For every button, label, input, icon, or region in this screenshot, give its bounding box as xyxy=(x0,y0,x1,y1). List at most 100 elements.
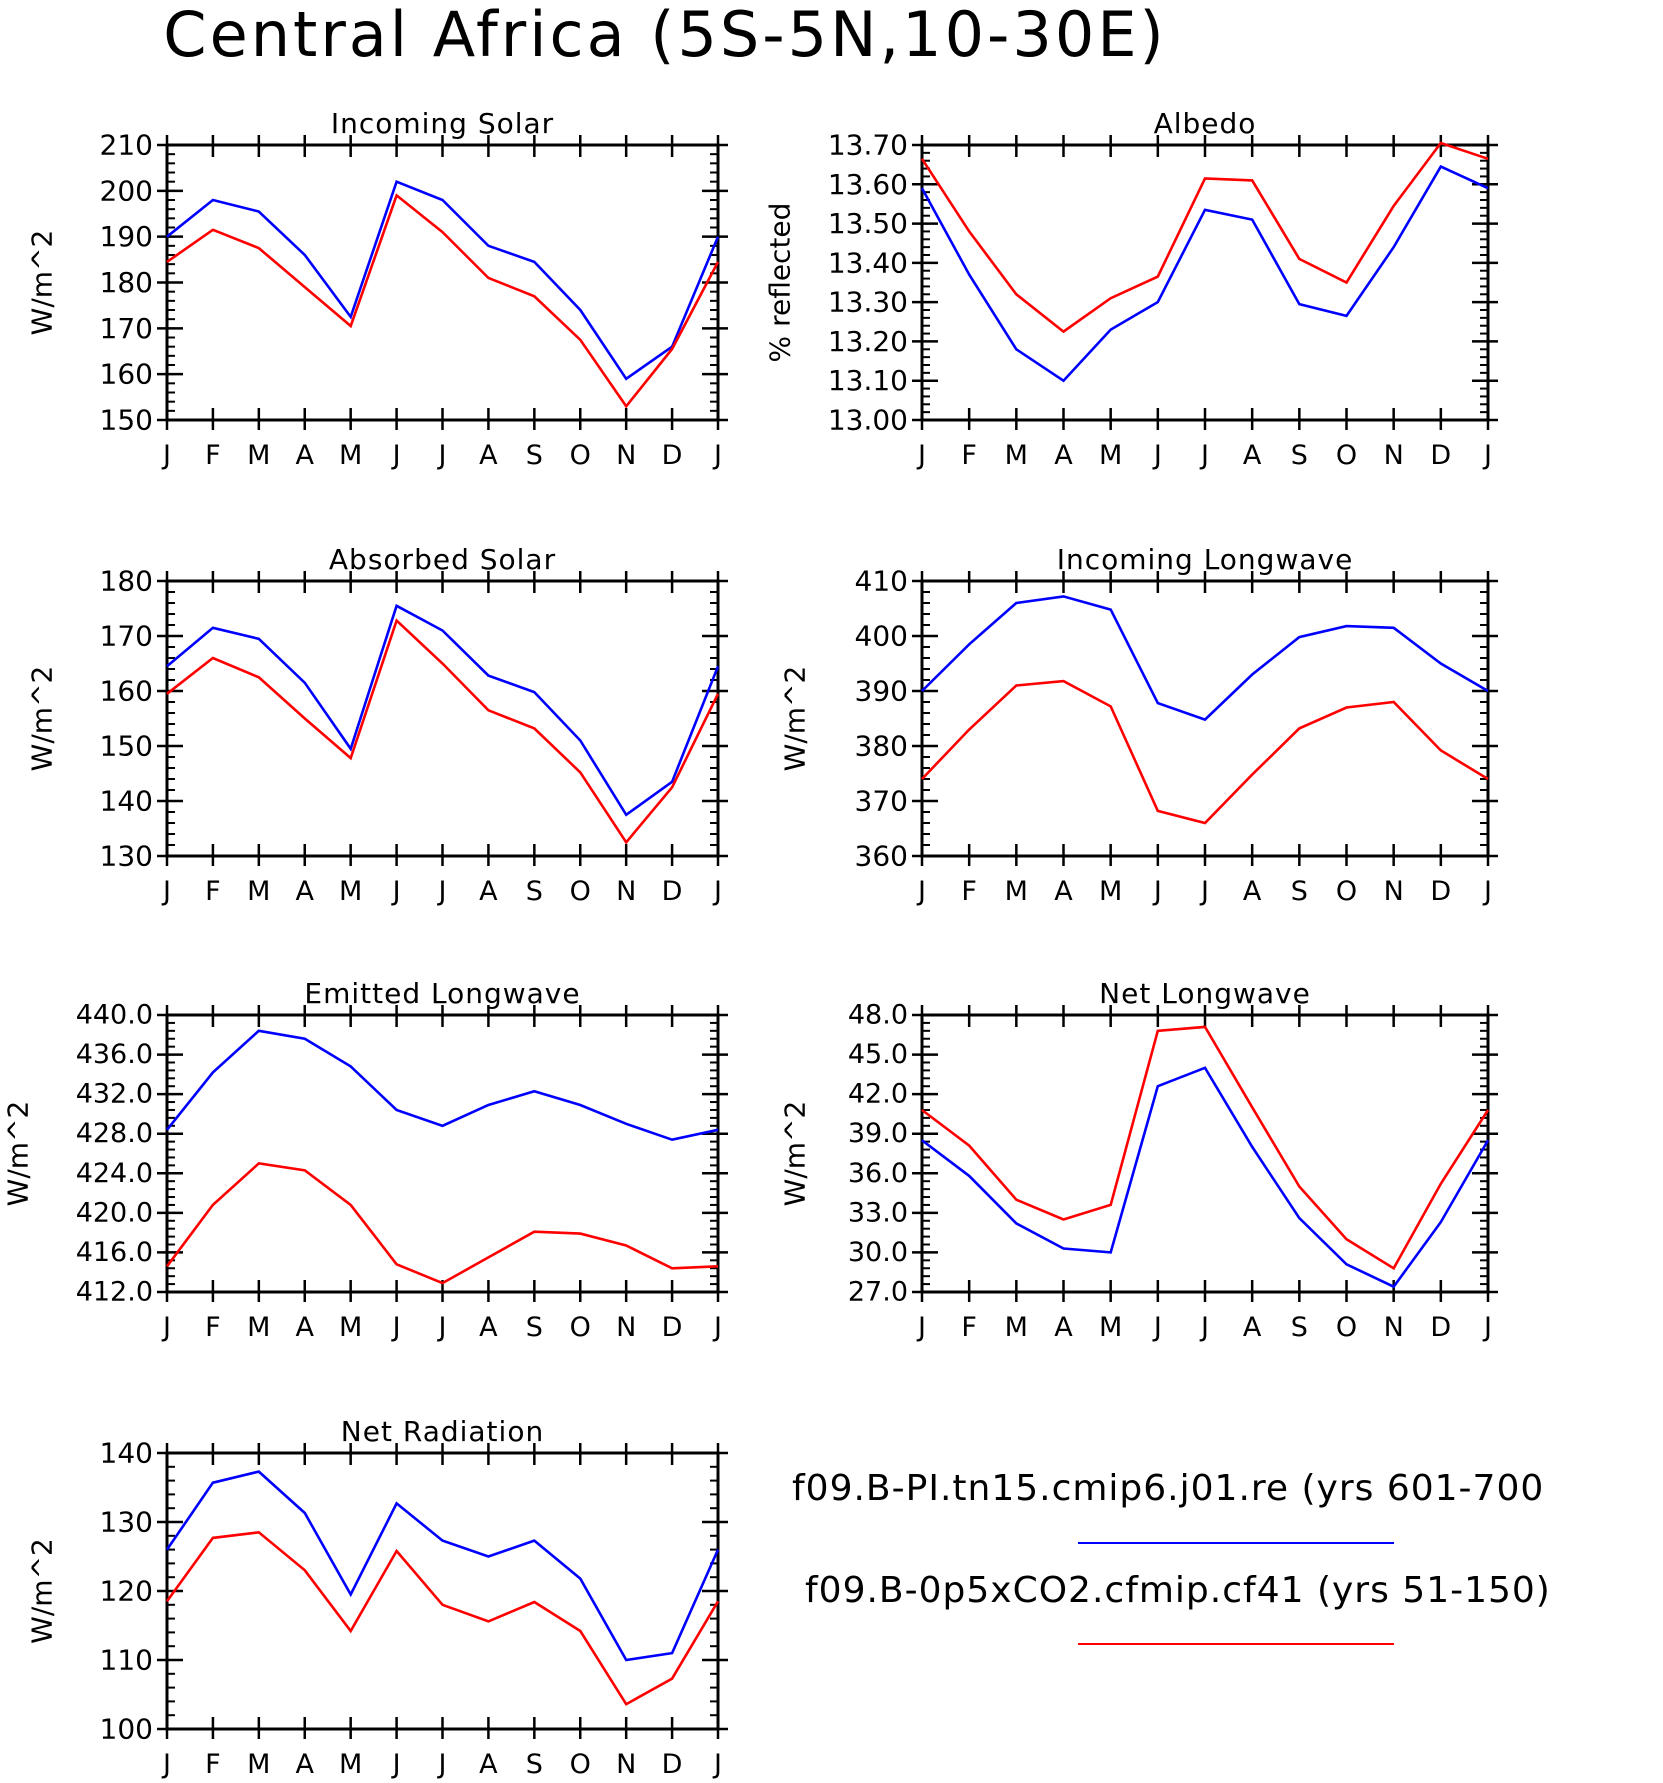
x-tick-label: O xyxy=(1336,440,1357,471)
x-tick-label: N xyxy=(616,440,636,471)
x-tick-label: J xyxy=(712,1749,722,1780)
legend-entry-0-label: f09.B-PI.tn15.cmip6.j01.re (yrs 601-700 xyxy=(792,1468,1545,1509)
x-tick-label: A xyxy=(1054,440,1073,471)
x-tick-label: M xyxy=(247,1749,270,1780)
y-tick-label: 370 xyxy=(855,785,908,818)
x-tick-label: M xyxy=(339,876,362,907)
y-tick-label: 428.0 xyxy=(76,1118,153,1149)
y-tick-label: 13.40 xyxy=(828,246,908,279)
x-tick-label: J xyxy=(1152,1312,1162,1343)
series-line-1 xyxy=(920,141,1489,334)
x-tick-label: O xyxy=(570,1312,591,1343)
y-tick-label: 13.60 xyxy=(828,168,908,201)
series-line-1 xyxy=(165,1162,719,1285)
y-tick-label: 432.0 xyxy=(76,1079,153,1110)
chart-title: Incoming Longwave xyxy=(1057,543,1354,576)
y-tick-label: 130 xyxy=(100,840,153,873)
x-tick-label: A xyxy=(1243,1312,1262,1343)
x-tick-label: J xyxy=(1152,876,1162,907)
series-line-1 xyxy=(166,618,720,845)
x-tick-label: N xyxy=(616,1312,636,1343)
x-tick-label: J xyxy=(916,876,926,907)
series-line-0 xyxy=(921,595,1489,722)
x-tick-label: M xyxy=(1099,1312,1122,1343)
x-tick-label: M xyxy=(247,1312,270,1343)
x-tick-label: M xyxy=(1005,876,1028,907)
x-tick-label: F xyxy=(961,1312,977,1343)
y-tick-label: 440.0 xyxy=(76,1000,153,1031)
legend-entry-1-line xyxy=(1078,1643,1394,1645)
legend-entry-1-label: f09.B-0p5xCO2.cfmip.cf41 (yrs 51-150) xyxy=(805,1570,1551,1611)
x-tick-label: J xyxy=(1482,876,1492,907)
chart-panel-5: Net Longwave W/m^2 27.0 30.0 33.0 36.0 39.0 42.… xyxy=(779,977,1498,1343)
x-tick-label: J xyxy=(712,1312,722,1343)
y-tick-label: 48.0 xyxy=(848,1000,908,1031)
legend-entry-0-line xyxy=(1078,1542,1394,1544)
x-tick-label: A xyxy=(296,1749,315,1780)
y-tick-label: 190 xyxy=(100,220,153,253)
x-tick-label: J xyxy=(161,1749,171,1780)
x-tick-label: M xyxy=(247,440,270,471)
y-tick-label: 180 xyxy=(100,266,153,299)
y-tick-label: 210 xyxy=(100,129,153,162)
x-tick-label: N xyxy=(1384,1312,1404,1343)
x-tick-label: M xyxy=(1005,440,1028,471)
y-axis-label: W/m^2 xyxy=(26,1538,59,1644)
x-tick-label: D xyxy=(1430,876,1451,907)
y-tick-label: 170 xyxy=(100,312,153,345)
x-tick-label: F xyxy=(205,876,221,907)
x-tick-label: S xyxy=(526,876,543,907)
x-tick-label: A xyxy=(479,1749,498,1780)
series-line-0 xyxy=(920,164,1489,383)
y-tick-label: 416.0 xyxy=(76,1237,153,1268)
x-tick-label: D xyxy=(662,1312,683,1343)
x-tick-label: J xyxy=(161,440,171,471)
x-tick-label: F xyxy=(961,876,977,907)
y-tick-label: 412.0 xyxy=(76,1277,153,1308)
y-tick-label: 390 xyxy=(855,675,908,708)
x-tick-label: A xyxy=(1243,876,1262,907)
y-tick-label: 140 xyxy=(100,785,153,818)
y-tick-label: 13.50 xyxy=(828,207,908,240)
y-tick-label: 170 xyxy=(100,620,153,653)
x-tick-label: M xyxy=(339,1749,362,1780)
x-tick-label: A xyxy=(296,1312,315,1343)
x-tick-label: J xyxy=(437,876,447,907)
x-tick-label: J xyxy=(161,876,171,907)
x-tick-label: A xyxy=(296,440,315,471)
y-tick-label: 160 xyxy=(100,675,153,708)
x-tick-label: F xyxy=(205,1312,221,1343)
x-tick-label: A xyxy=(479,876,498,907)
x-tick-label: S xyxy=(526,440,543,471)
x-tick-label: O xyxy=(570,1749,591,1780)
x-tick-label: J xyxy=(1199,876,1209,907)
x-tick-label: O xyxy=(1336,876,1357,907)
y-tick-label: 436.0 xyxy=(76,1039,153,1070)
x-tick-label: D xyxy=(662,876,683,907)
chart-title: Net Radiation xyxy=(341,1415,544,1448)
y-tick-label: 420.0 xyxy=(76,1197,153,1228)
x-tick-label: J xyxy=(916,440,926,471)
y-tick-label: 30.0 xyxy=(848,1237,908,1268)
x-tick-label: A xyxy=(1054,876,1073,907)
x-tick-label: F xyxy=(961,440,977,471)
series-line-0 xyxy=(166,603,720,817)
y-tick-label: 36.0 xyxy=(848,1158,908,1189)
chart-title: Albedo xyxy=(1154,107,1257,140)
x-tick-label: D xyxy=(662,440,683,471)
x-tick-label: J xyxy=(391,1312,401,1343)
x-tick-label: J xyxy=(161,1312,171,1343)
y-tick-label: 42.0 xyxy=(848,1079,908,1110)
x-tick-label: J xyxy=(437,1312,447,1343)
page-title: Central Africa (5S-5N,10-30E) xyxy=(163,0,1167,71)
x-tick-label: S xyxy=(1291,1312,1308,1343)
x-tick-label: N xyxy=(1384,876,1404,907)
series-line-0 xyxy=(165,1470,720,1662)
y-tick-label: 140 xyxy=(100,1437,153,1470)
x-tick-label: J xyxy=(1482,1312,1492,1343)
x-tick-label: J xyxy=(1152,440,1162,471)
y-tick-label: 13.30 xyxy=(828,286,908,319)
x-tick-label: O xyxy=(570,876,591,907)
